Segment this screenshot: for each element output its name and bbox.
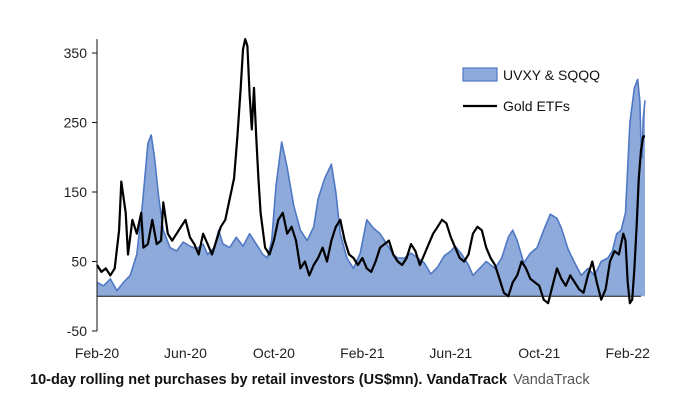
- legend-swatch-area: [462, 67, 498, 82]
- y-tick-label: 50: [71, 254, 87, 270]
- plot-area: [96, 37, 646, 305]
- legend-label: UVXY & SQQQ: [503, 67, 600, 83]
- legend: UVXY & SQQQ Gold ETFs: [462, 67, 600, 114]
- caption-text: 10-day rolling net purchases by retail i…: [30, 372, 508, 388]
- y-tick-label: 350: [64, 45, 88, 61]
- x-tick-label: Feb-21: [340, 345, 385, 361]
- x-tick-label: Feb-22: [606, 345, 651, 361]
- chart-caption: 10-day rolling net purchases by retail i…: [30, 372, 590, 388]
- y-tick-label: -50: [67, 323, 87, 339]
- legend-label: Gold ETFs: [503, 98, 570, 114]
- y-tick-label: 250: [64, 115, 88, 131]
- axes: 350 250 150 50 -50 Feb-20 Jun-20 Oct-20 Feb-21 Ju…: [64, 39, 650, 361]
- y-tick-label: 150: [64, 184, 88, 200]
- caption-credit: VandaTrack: [513, 372, 590, 388]
- x-tick-label: Jun-20: [164, 345, 207, 361]
- x-tick-label: Jun-21: [429, 345, 472, 361]
- series-area-edge-0: [96, 78, 646, 292]
- x-tick-label: Feb-20: [75, 345, 120, 361]
- chart: 350 250 150 50 -50 Feb-20 Jun-20 Oct-20 Feb-21 Ju…: [64, 37, 650, 361]
- series-line-1: [96, 37, 645, 305]
- x-tick-label: Oct-21: [518, 345, 560, 361]
- x-tick-label: Oct-20: [253, 345, 295, 361]
